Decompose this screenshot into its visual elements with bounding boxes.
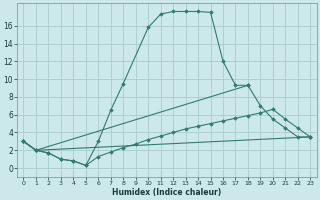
X-axis label: Humidex (Indice chaleur): Humidex (Indice chaleur) [112, 188, 221, 197]
